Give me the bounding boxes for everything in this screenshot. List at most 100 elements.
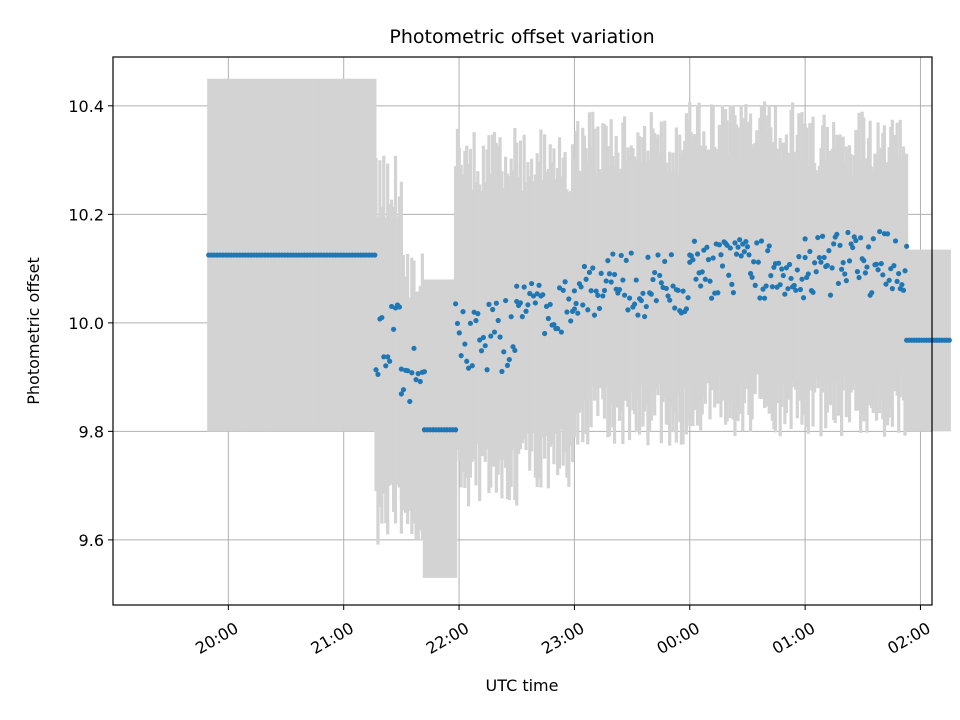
data-point	[842, 271, 848, 277]
data-point	[904, 243, 910, 249]
data-point	[413, 377, 419, 383]
data-point	[628, 250, 634, 256]
data-point	[514, 283, 520, 289]
data-point	[490, 306, 496, 313]
data-point	[389, 303, 395, 310]
data-point	[495, 317, 501, 324]
data-point	[626, 295, 633, 301]
data-point	[598, 270, 604, 277]
data-point	[708, 295, 715, 301]
data-point	[655, 252, 661, 258]
data-point	[846, 258, 853, 264]
data-point	[779, 266, 785, 272]
data-point	[652, 269, 658, 276]
data-point	[794, 267, 800, 273]
data-point	[556, 285, 563, 291]
data-point	[691, 238, 698, 244]
data-point	[788, 275, 794, 282]
data-point	[603, 278, 609, 284]
data-point	[482, 343, 488, 349]
data-point	[729, 281, 735, 287]
data-point	[838, 266, 845, 272]
data-point	[488, 333, 494, 339]
data-point	[880, 272, 886, 278]
data-point	[768, 273, 774, 279]
data-point	[726, 272, 732, 278]
data-point	[861, 258, 867, 264]
data-point	[802, 236, 808, 242]
data-point	[827, 292, 834, 298]
data-point	[508, 314, 514, 320]
data-point	[683, 306, 690, 312]
data-point	[525, 302, 531, 308]
data-point	[547, 301, 553, 308]
data-point	[618, 252, 624, 259]
data-point	[810, 289, 816, 295]
data-point	[653, 298, 659, 304]
data-point	[799, 276, 805, 282]
data-point	[707, 278, 713, 284]
data-point	[580, 302, 586, 308]
data-point	[650, 276, 656, 283]
data-point	[665, 293, 671, 299]
x-axis-label: UTC time	[486, 676, 559, 695]
data-point	[663, 285, 669, 292]
data-point	[746, 252, 752, 258]
data-point	[815, 234, 821, 241]
data-point	[858, 235, 864, 241]
data-point	[715, 290, 721, 296]
data-point	[840, 260, 846, 266]
plot-frame	[112, 56, 933, 606]
data-point	[786, 261, 793, 268]
data-point	[540, 292, 546, 298]
data-point	[373, 367, 379, 373]
data-point	[610, 251, 616, 257]
data-point	[730, 290, 737, 296]
data-point	[877, 228, 883, 235]
data-point	[625, 307, 631, 313]
data-point	[452, 427, 459, 433]
data-point	[902, 268, 908, 274]
data-point	[805, 271, 811, 277]
y-axis-label: Photometric offset	[24, 257, 43, 405]
data-point	[396, 304, 403, 310]
data-point	[737, 237, 743, 243]
data-point	[699, 269, 705, 275]
data-point	[850, 244, 856, 251]
data-point	[752, 282, 758, 288]
data-point	[497, 334, 503, 340]
data-point	[551, 321, 557, 328]
data-point	[621, 292, 628, 298]
data-point	[452, 301, 459, 307]
data-point	[480, 334, 486, 341]
data-point	[733, 251, 740, 257]
data-point	[690, 257, 696, 263]
data-point	[478, 348, 485, 354]
data-point	[900, 287, 907, 293]
data-point	[405, 368, 411, 374]
data-point	[821, 254, 827, 261]
data-point	[802, 254, 808, 261]
data-point	[558, 329, 564, 335]
data-point	[571, 288, 578, 294]
data-point	[491, 329, 498, 335]
data-point	[456, 330, 462, 336]
data-point	[797, 286, 804, 293]
data-point	[819, 233, 826, 239]
data-point	[465, 365, 472, 371]
data-point	[837, 242, 843, 248]
data-point	[757, 295, 763, 301]
data-point	[381, 354, 387, 360]
data-point	[716, 242, 722, 248]
data-point	[415, 371, 421, 377]
data-point	[754, 240, 760, 246]
data-point	[765, 248, 771, 254]
data-point	[667, 297, 673, 303]
data-point	[608, 279, 614, 285]
data-point	[521, 284, 527, 290]
data-point	[460, 309, 466, 315]
data-point	[749, 274, 755, 280]
data-point	[501, 349, 507, 355]
data-point	[606, 271, 613, 277]
